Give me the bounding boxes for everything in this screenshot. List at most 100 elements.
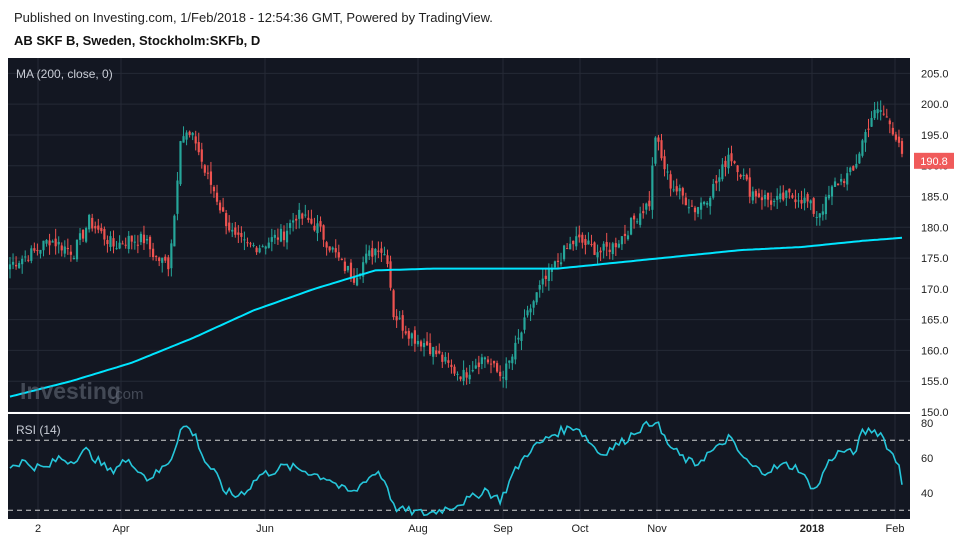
- candle-body: [629, 218, 633, 235]
- candle-body: [197, 142, 200, 153]
- candle-body: [112, 238, 115, 247]
- watermark-suffix: .com: [111, 386, 144, 403]
- candle-body: [745, 174, 748, 180]
- candle-body: [398, 317, 401, 319]
- candle-body: [155, 256, 158, 258]
- candle-body: [48, 240, 51, 246]
- symbol-title: AB SKF B, Sweden, Stockholm:SKFb, D: [14, 33, 261, 48]
- candle-body: [340, 258, 343, 260]
- candle-body: [891, 127, 894, 135]
- rsi-tick-label: 40: [921, 488, 933, 500]
- candle-body: [572, 240, 575, 245]
- candle-body: [806, 194, 809, 202]
- price-tick-label: 170.0: [921, 284, 949, 296]
- candle-body: [255, 247, 258, 253]
- candle-body: [733, 161, 736, 164]
- candle-body: [203, 165, 206, 173]
- candle-body: [757, 193, 761, 198]
- candle-body: [121, 243, 124, 245]
- candle-body: [578, 234, 581, 238]
- candle-body: [794, 199, 797, 203]
- candle-body: [234, 227, 237, 235]
- candle-body: [176, 180, 179, 214]
- candle-body: [395, 316, 398, 321]
- candle-body: [763, 194, 767, 200]
- candle-body: [885, 116, 888, 118]
- candle-body: [279, 228, 283, 242]
- candle-body: [273, 234, 276, 238]
- candle-body: [882, 113, 885, 115]
- candle-body: [480, 357, 483, 364]
- candle-body: [118, 242, 121, 249]
- x-tick-label: Nov: [647, 523, 667, 535]
- candle-body: [182, 136, 185, 143]
- candle-body: [158, 257, 161, 261]
- candle-body: [304, 214, 307, 216]
- candle-body: [21, 258, 24, 265]
- candle-body: [827, 194, 831, 199]
- candle-body: [429, 342, 432, 355]
- price-tick-label: 185.0: [921, 192, 949, 204]
- candle-body: [803, 197, 806, 204]
- candle-body: [75, 239, 79, 260]
- x-tick-label: Sep: [493, 523, 513, 535]
- candle-body: [660, 140, 663, 159]
- candle-body: [535, 292, 538, 303]
- candle-body: [785, 190, 788, 199]
- candle-body: [42, 240, 45, 251]
- candle-body: [608, 249, 611, 252]
- candle-body: [179, 141, 182, 185]
- candle-body: [824, 196, 827, 215]
- candle-body: [605, 241, 608, 247]
- candle-body: [495, 363, 499, 372]
- candle-body: [194, 136, 197, 144]
- candle-body: [185, 132, 188, 140]
- candle-body: [709, 197, 712, 207]
- candle-body: [392, 290, 395, 318]
- candle-body: [465, 372, 468, 378]
- candle-body: [727, 154, 730, 169]
- candle-body: [316, 223, 319, 234]
- rsi-tick-label: 60: [921, 453, 933, 465]
- candle-body: [879, 109, 882, 112]
- candle-body: [441, 354, 444, 362]
- candle-body: [672, 189, 675, 191]
- last-price-label: 190.8: [920, 156, 948, 168]
- candle-body: [666, 171, 669, 173]
- candle-body: [66, 247, 69, 250]
- candle-body: [51, 241, 54, 243]
- candle-body: [325, 242, 328, 248]
- candle-body: [526, 310, 529, 316]
- candle-body: [362, 262, 365, 277]
- candle-body: [861, 140, 864, 156]
- candle-body: [307, 217, 310, 220]
- candle-body: [645, 203, 648, 210]
- candle-body: [258, 248, 261, 253]
- candle-body: [486, 359, 490, 363]
- candle-body: [435, 350, 438, 355]
- candle-body: [295, 218, 298, 221]
- candle-body: [209, 171, 213, 185]
- candle-body: [322, 225, 325, 240]
- candle-body: [681, 188, 684, 196]
- candle-body: [81, 229, 85, 239]
- candle-body: [228, 222, 231, 231]
- candle-body: [404, 331, 407, 334]
- candle-body: [313, 225, 316, 231]
- candle-body: [833, 181, 837, 187]
- price-tick-label: 160.0: [921, 345, 949, 357]
- candle-body: [139, 233, 143, 243]
- panel-divider: [8, 412, 910, 414]
- candle-body: [791, 195, 794, 198]
- candle-body: [675, 186, 678, 192]
- candle-body: [54, 238, 57, 247]
- candle-body: [349, 262, 353, 278]
- candle-body: [864, 131, 867, 143]
- candle-body: [301, 213, 304, 219]
- candle-body: [85, 228, 88, 242]
- candle-body: [374, 248, 377, 256]
- candle-body: [456, 373, 459, 375]
- candle-body: [383, 254, 386, 256]
- candle-body: [550, 268, 553, 272]
